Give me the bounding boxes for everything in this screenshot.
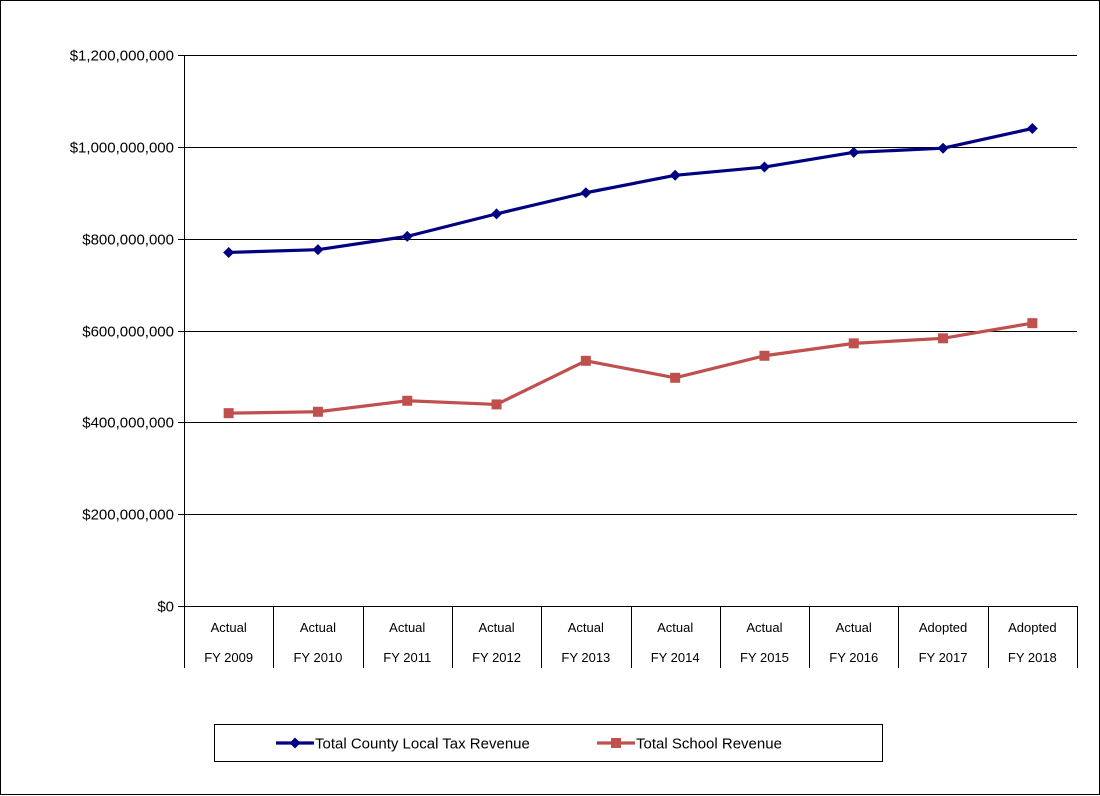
x-tick-label: FY 2015 <box>740 650 789 665</box>
x-tick-label: FY 2014 <box>651 650 700 665</box>
legend-marker <box>289 737 301 749</box>
legend-marker <box>611 738 621 748</box>
y-tick-label: $1,200,000,000 <box>70 48 174 65</box>
x-tick-label: Actual <box>389 620 425 635</box>
series-line <box>228 126 1033 255</box>
data-point <box>491 208 503 220</box>
x-tick-label: FY 2013 <box>561 650 610 665</box>
legend-label: Total County Local Tax Revenue <box>315 736 530 753</box>
data-point <box>670 372 681 383</box>
x-tick-label: Actual <box>836 620 872 635</box>
data-point <box>938 333 949 344</box>
series <box>223 122 1038 419</box>
y-tick-label: $800,000,000 <box>82 232 174 249</box>
x-tick-label: FY 2010 <box>293 650 342 665</box>
x-tick-label: FY 2018 <box>1008 650 1057 665</box>
data-point <box>758 161 770 173</box>
data-point <box>312 406 323 417</box>
x-tick-label: Adopted <box>919 620 967 635</box>
y-axis: $0 $200,000,000 $400,000,000 $600,000,000 $8… <box>70 48 185 668</box>
data-point <box>223 246 235 258</box>
x-axis: Actual FY 2009 Actual FY 2010 Actual FY 2011 A… <box>184 606 1078 668</box>
legend-box <box>214 724 883 762</box>
y-tick-label: $0 <box>157 599 174 616</box>
gridlines <box>184 55 1077 607</box>
x-tick-label: Actual <box>746 620 782 635</box>
data-point <box>402 395 413 406</box>
data-point <box>580 187 592 199</box>
data-point <box>937 142 949 154</box>
data-point <box>491 399 502 410</box>
x-tick-label: Actual <box>478 620 514 635</box>
y-tick-label: $400,000,000 <box>82 415 174 432</box>
x-tick-label: Actual <box>300 620 336 635</box>
data-point <box>580 355 591 366</box>
x-tick-label: FY 2009 <box>204 650 253 665</box>
x-tick-label: Adopted <box>1008 620 1056 635</box>
data-point <box>223 408 234 419</box>
data-point <box>401 230 413 242</box>
data-point <box>312 244 324 256</box>
x-tick-label: FY 2012 <box>472 650 521 665</box>
y-tick-label: $1,000,000,000 <box>70 140 174 157</box>
x-tick-label: FY 2011 <box>383 650 431 665</box>
x-tick-label: Actual <box>657 620 693 635</box>
x-tick-label: FY 2017 <box>919 650 968 665</box>
data-point <box>848 338 859 349</box>
data-point <box>848 146 860 158</box>
y-tick-label: $600,000,000 <box>82 324 174 341</box>
y-tick-label: $200,000,000 <box>82 507 174 524</box>
legend-label: Total School Revenue <box>636 736 782 753</box>
x-tick-label: FY 2016 <box>829 650 878 665</box>
data-point <box>1027 318 1038 329</box>
x-tick-label: Actual <box>211 620 247 635</box>
data-point <box>669 169 681 181</box>
legend: Total County Local Tax Revenue Total Scho… <box>214 724 883 762</box>
data-point <box>759 350 770 361</box>
data-point <box>1026 122 1038 134</box>
series-line <box>228 321 1033 415</box>
x-tick-label: Actual <box>568 620 604 635</box>
